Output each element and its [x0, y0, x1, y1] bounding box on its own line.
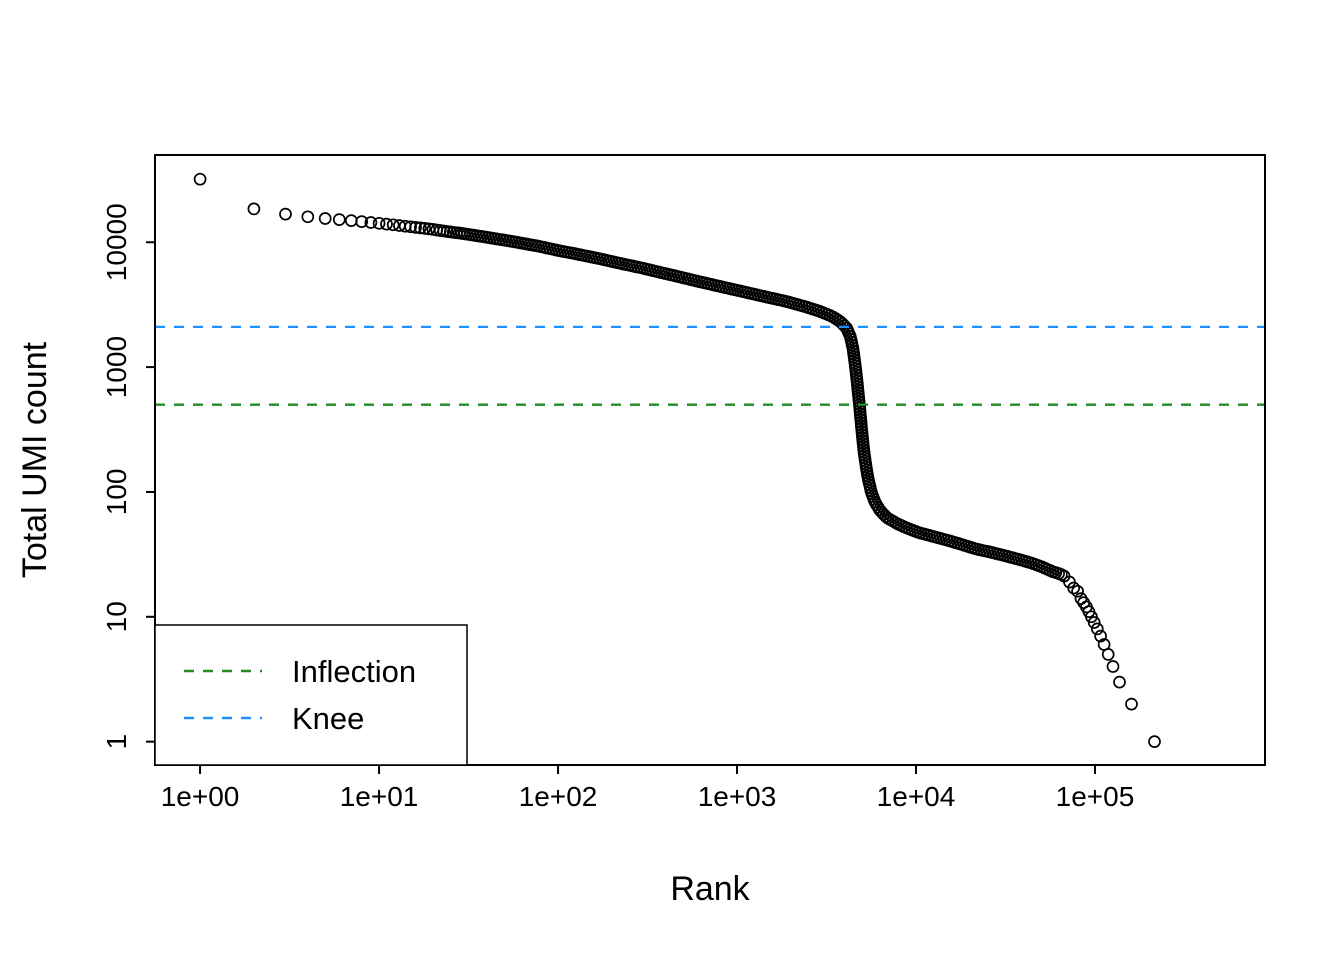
y-tick-label: 100 — [101, 469, 132, 516]
data-point — [380, 217, 393, 231]
data-point — [318, 212, 332, 225]
data-point — [344, 214, 358, 227]
data-point — [1113, 675, 1126, 689]
data-point — [301, 210, 315, 224]
data-point — [875, 505, 888, 519]
data-point — [1101, 648, 1115, 661]
data-point — [364, 216, 378, 229]
data-point — [386, 218, 400, 232]
y-axis-title: Total UMI count — [16, 341, 54, 578]
plot-border — [154, 154, 1266, 766]
legend-box — [154, 624, 468, 766]
data-point — [404, 220, 417, 234]
x-tick-label: 1e+02 — [519, 781, 598, 812]
data-point — [413, 221, 427, 235]
legend: Inflection Knee — [154, 624, 468, 766]
x-tick-label: 1e+00 — [161, 781, 240, 812]
data-point — [279, 207, 292, 221]
y-tick-label: 10 — [101, 601, 132, 632]
reference-lines — [155, 325, 1265, 406]
scatter-points — [193, 172, 1161, 748]
data-point — [332, 213, 346, 226]
data-point — [247, 202, 261, 216]
data-point — [355, 215, 369, 228]
data-point — [1090, 622, 1104, 636]
x-tick-label: 1e+04 — [877, 781, 956, 812]
data-point — [1094, 629, 1107, 643]
data-point — [1106, 660, 1120, 673]
data-point — [193, 172, 207, 186]
data-point — [1067, 581, 1081, 595]
legend-label-knee: Knee — [292, 701, 364, 736]
x-tick-label: 1e+01 — [340, 781, 419, 812]
x-axis: 1e+00 1e+01 1e+02 1e+03 1e+04 1e+05 — [161, 765, 1135, 812]
data-point — [409, 221, 422, 234]
x-tick-label: 1e+03 — [698, 781, 777, 812]
y-axis: 1 10 100 1000 10000 — [101, 203, 155, 749]
y-tick-label: 1 — [101, 734, 132, 750]
y-tick-label: 10000 — [101, 203, 132, 281]
data-point — [1148, 735, 1161, 748]
data-point — [1125, 697, 1138, 711]
x-axis-title: Rank — [670, 870, 750, 908]
legend-label-inflection: Inflection — [292, 654, 416, 689]
data-point — [1087, 616, 1101, 629]
y-tick-label: 1000 — [101, 336, 132, 398]
data-point — [418, 222, 432, 235]
data-point — [372, 216, 386, 230]
x-tick-label: 1e+05 — [1056, 781, 1135, 812]
data-point — [1071, 584, 1084, 598]
